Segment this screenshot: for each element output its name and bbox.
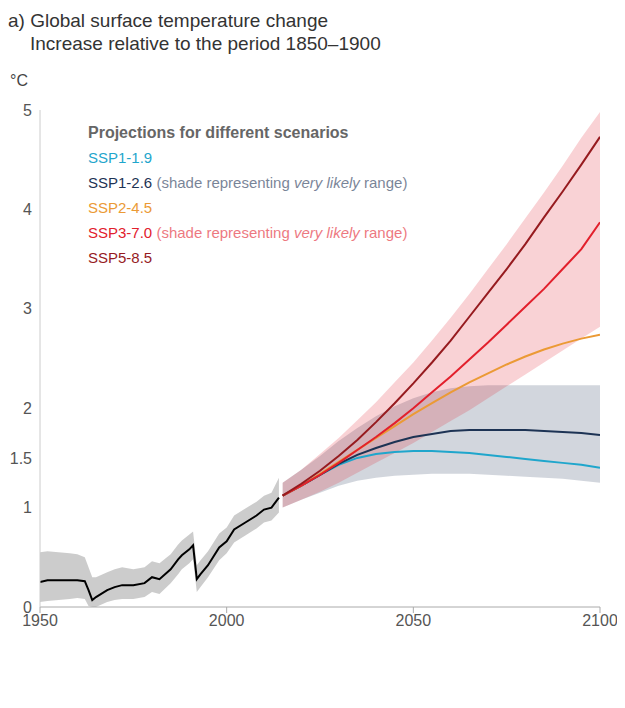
svg-text:1: 1: [23, 499, 32, 516]
svg-text:5: 5: [23, 102, 32, 119]
html-text:a) Global surface temperature: a) Global surface temperature change: [8, 10, 328, 31]
svg-text:2: 2: [23, 400, 32, 417]
svg-text:4: 4: [23, 201, 32, 218]
html-text:SSP5-8.5: SSP5-8.5: [88, 249, 153, 266]
html-text:SSP3-7.0 (shade representing v: SSP3-7.0 (shade representing very likely…: [88, 224, 408, 241]
svg-text:2100: 2100: [582, 612, 617, 629]
html-text:Projections for different scen: Projections for different scenarios: [88, 124, 349, 141]
svg-text:0: 0: [23, 599, 32, 616]
html-text:Increase relative to the perio: Increase relative to the period 1850–190…: [30, 33, 381, 54]
html-text:°C: °C: [10, 72, 28, 89]
html-text:SSP1-1.9: SSP1-1.9: [88, 149, 153, 166]
svg-text:3: 3: [23, 300, 32, 317]
html-text:SSP2-4.5: SSP2-4.5: [88, 199, 153, 216]
svg-text:1950: 1950: [22, 612, 58, 630]
html-text:SSP1-2.6 (shade representing v: SSP1-2.6 (shade representing very likely…: [88, 174, 408, 191]
svg-text:2000: 2000: [209, 612, 245, 629]
svg-text:2050: 2050: [396, 612, 432, 629]
svg-text:1.5: 1.5: [10, 450, 32, 467]
